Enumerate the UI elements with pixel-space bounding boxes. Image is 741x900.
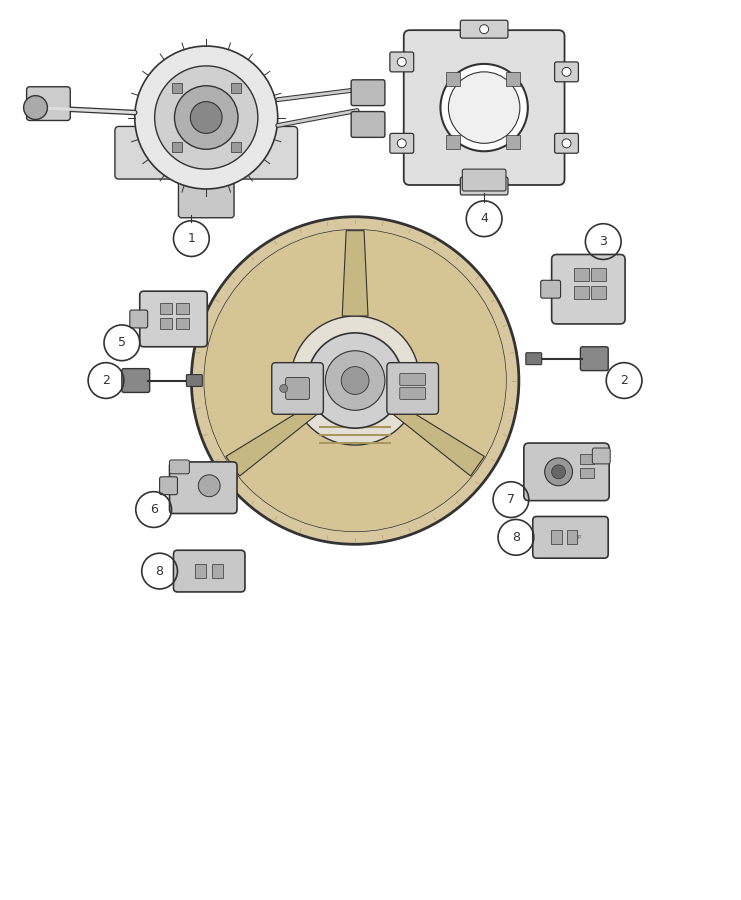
FancyBboxPatch shape [526,353,542,364]
Circle shape [562,139,571,148]
Bar [172,83,182,93]
Bar [230,83,241,93]
FancyBboxPatch shape [554,133,579,153]
Text: 4: 4 [480,212,488,225]
Bar [580,454,594,464]
Circle shape [174,86,238,149]
Circle shape [562,68,571,76]
Bar [212,564,223,578]
Circle shape [190,102,222,133]
FancyBboxPatch shape [187,374,202,386]
Circle shape [199,475,220,497]
Polygon shape [342,230,368,316]
FancyBboxPatch shape [460,20,508,38]
FancyBboxPatch shape [173,550,245,592]
Text: 8: 8 [512,531,520,544]
Circle shape [479,182,488,191]
Circle shape [397,58,406,67]
Bar [574,268,589,282]
FancyBboxPatch shape [140,292,207,346]
FancyBboxPatch shape [27,86,70,121]
Text: 2: 2 [102,374,110,387]
Circle shape [191,217,519,544]
FancyBboxPatch shape [533,517,608,558]
FancyBboxPatch shape [592,448,610,464]
Polygon shape [363,384,485,476]
FancyBboxPatch shape [159,477,177,495]
FancyBboxPatch shape [170,460,190,473]
Bar [446,135,460,149]
FancyBboxPatch shape [541,280,560,298]
Circle shape [135,46,278,189]
FancyBboxPatch shape [404,31,565,185]
FancyBboxPatch shape [390,52,413,72]
Bar [551,530,562,544]
Bar [196,564,206,578]
FancyBboxPatch shape [462,169,506,191]
Circle shape [551,465,565,479]
Circle shape [308,333,403,428]
Text: 3: 3 [599,235,607,248]
FancyBboxPatch shape [351,112,385,138]
Bar [176,318,190,328]
Circle shape [290,316,419,445]
Bar [446,72,460,86]
FancyBboxPatch shape [551,255,625,324]
Bar [574,286,589,299]
Circle shape [545,458,573,486]
Circle shape [24,95,47,120]
Circle shape [325,351,385,410]
Bar [591,286,606,299]
Circle shape [155,66,258,169]
Circle shape [341,366,369,394]
Circle shape [279,384,288,392]
Text: 1: 1 [187,232,196,245]
Bar [172,142,182,152]
FancyBboxPatch shape [272,363,323,414]
Bar [159,318,173,328]
Bar [591,268,606,282]
FancyBboxPatch shape [285,377,310,400]
Text: 7: 7 [507,493,515,506]
Bar [506,72,520,86]
FancyBboxPatch shape [179,167,234,218]
FancyBboxPatch shape [460,177,508,195]
Bar [159,303,173,314]
Circle shape [397,139,406,148]
FancyBboxPatch shape [170,462,237,514]
Circle shape [205,230,506,531]
FancyBboxPatch shape [122,369,150,392]
Polygon shape [226,384,347,476]
Circle shape [479,24,488,33]
Bar [580,468,594,478]
Circle shape [440,64,528,151]
FancyBboxPatch shape [580,346,608,371]
FancyBboxPatch shape [524,443,609,500]
FancyBboxPatch shape [115,126,298,179]
FancyBboxPatch shape [554,62,579,82]
Text: TEMP: TEMP [568,535,582,540]
FancyBboxPatch shape [390,133,413,153]
Bar [506,135,520,149]
Text: 6: 6 [150,503,158,516]
Bar [230,142,241,152]
FancyBboxPatch shape [387,363,439,414]
Text: 5: 5 [118,337,126,349]
Text: 2: 2 [620,374,628,387]
FancyBboxPatch shape [351,80,385,105]
Circle shape [205,230,506,531]
Bar [176,303,190,314]
Text: 8: 8 [156,564,164,578]
FancyBboxPatch shape [400,374,425,385]
FancyBboxPatch shape [400,388,425,400]
FancyBboxPatch shape [130,310,147,328]
Bar [567,530,577,544]
Circle shape [448,72,520,143]
